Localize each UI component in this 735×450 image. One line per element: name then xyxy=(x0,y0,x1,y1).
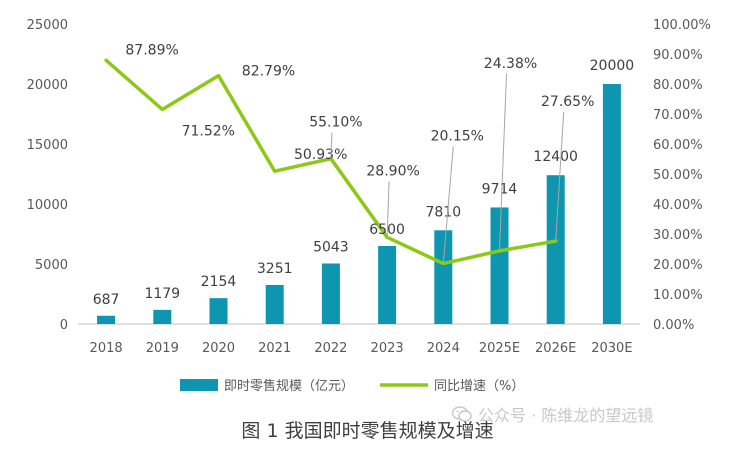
bar xyxy=(209,298,228,324)
label-leader-line xyxy=(330,132,333,159)
bar-value-label: 2154 xyxy=(201,274,237,290)
line-value-label: 27.65% xyxy=(541,94,594,110)
x-tick-label: 2024 xyxy=(427,341,460,356)
line-value-label: 28.90% xyxy=(366,163,419,179)
y-left-tick-label: 5000 xyxy=(35,258,68,273)
y-right-tick-label: 80.00% xyxy=(653,78,703,93)
label-leader-line xyxy=(386,181,390,238)
y-right-tick-label: 90.00% xyxy=(653,48,703,63)
x-tick-label: 2030E xyxy=(591,341,632,356)
bar xyxy=(546,175,565,324)
line-value-label: 20.15% xyxy=(431,129,484,145)
chart-area: 0 5000 10000 15000 20000 25000 0.00% 10.00% 20.0… xyxy=(27,18,711,394)
bar xyxy=(153,309,172,324)
bar xyxy=(378,246,397,324)
line-value-label: 82.79% xyxy=(242,64,295,80)
bar xyxy=(490,207,509,324)
y-left-tick-label: 10000 xyxy=(27,198,68,213)
legend-bar-label: 即时零售规模（亿元） xyxy=(224,378,354,394)
x-tick-label: 2026E xyxy=(535,341,576,356)
x-tick-label: 2020 xyxy=(202,341,235,356)
bar-value-label: 3251 xyxy=(257,261,293,277)
line-value-label: 55.10% xyxy=(309,115,362,131)
bar-value-label: 12400 xyxy=(533,149,578,165)
bar-value-label: 1179 xyxy=(144,286,180,302)
bar-value-label: 20000 xyxy=(590,58,635,74)
x-tick-label: 2025E xyxy=(479,341,520,356)
y-left-tick-label: 20000 xyxy=(27,78,68,93)
line-value-label: 50.93% xyxy=(294,147,347,163)
y-right-tick-label: 100.00% xyxy=(653,18,711,33)
bar xyxy=(321,263,340,324)
legend-bar-swatch xyxy=(180,379,218,391)
bar-value-label: 7810 xyxy=(425,204,461,220)
y-right-tick-label: 30.00% xyxy=(653,228,703,243)
figure-caption: 图 1 我国即时零售规模及增速 xyxy=(241,420,494,442)
bar-value-label: 687 xyxy=(93,292,120,308)
line-value-label: 87.89% xyxy=(125,42,178,58)
line-value-label: 24.38% xyxy=(484,56,537,72)
bar xyxy=(602,84,621,324)
y-right-tick-label: 70.00% xyxy=(653,108,703,123)
y-right-tick-label: 0.00% xyxy=(653,318,694,333)
y-right-tick-label: 20.00% xyxy=(653,258,703,273)
label-leader-line xyxy=(555,112,565,242)
bar-value-label: 9714 xyxy=(482,181,518,197)
bar xyxy=(265,284,284,324)
x-tick-label: 2019 xyxy=(146,341,179,356)
x-tick-label: 2022 xyxy=(314,341,347,356)
wechat-icon xyxy=(452,406,472,422)
bar xyxy=(97,315,116,324)
x-tick-label: 2021 xyxy=(258,341,291,356)
y-left-tick-label: 25000 xyxy=(27,18,68,33)
bar-value-label: 5043 xyxy=(313,239,349,255)
label-leader-line xyxy=(442,146,454,264)
y-left-tick-label: 15000 xyxy=(27,138,68,153)
x-tick-label: 2018 xyxy=(90,341,123,356)
bar xyxy=(434,230,453,324)
label-leader-line xyxy=(499,73,507,251)
legend-line-label: 同比增速（%） xyxy=(434,379,524,394)
x-tick-label: 2023 xyxy=(371,341,404,356)
watermark: 公众号 · 陈维龙的望远镜 xyxy=(452,402,653,426)
y-right-tick-label: 60.00% xyxy=(653,138,703,153)
y-right-tick-label: 10.00% xyxy=(653,288,703,303)
watermark-text: 公众号 · 陈维龙的望远镜 xyxy=(478,406,654,425)
y-right-tick-label: 40.00% xyxy=(653,198,703,213)
y-left-tick-label: 0 xyxy=(60,318,68,333)
y-right-tick-label: 50.00% xyxy=(653,168,703,183)
line-value-label: 71.52% xyxy=(182,123,235,139)
